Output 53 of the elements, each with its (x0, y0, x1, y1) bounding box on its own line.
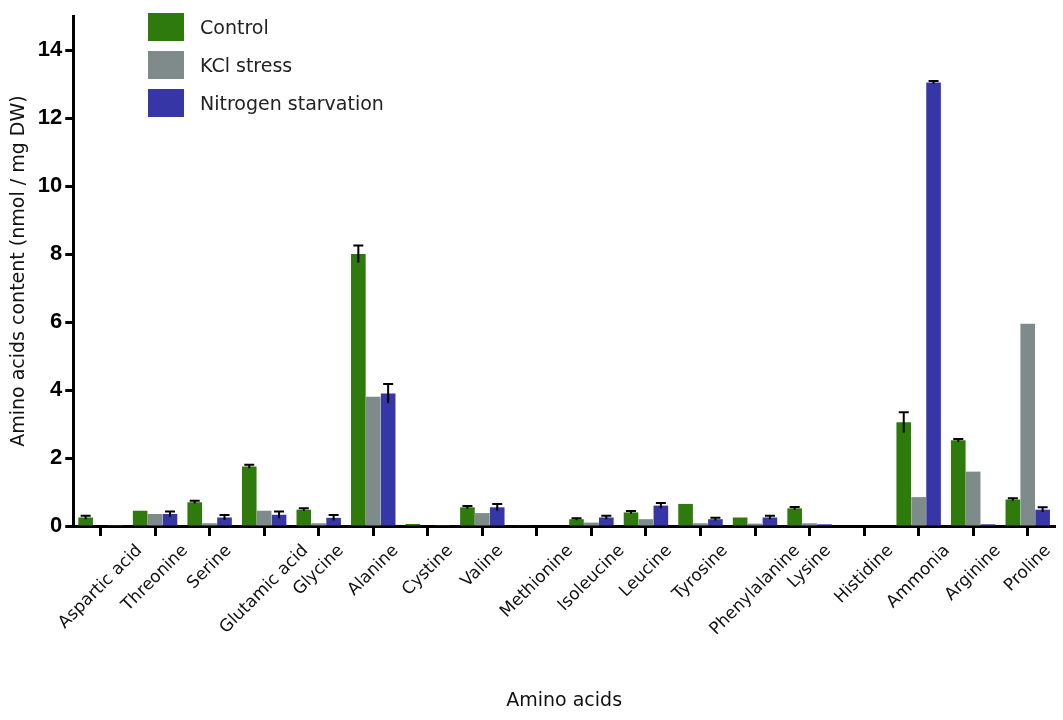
x-axis-title: Amino acids (506, 687, 623, 710)
bar (693, 523, 708, 526)
bar (950, 440, 966, 526)
bar (1035, 509, 1050, 526)
bar (678, 503, 693, 526)
y-tick-label: 4 (50, 376, 64, 402)
y-tick-label: 0 (50, 512, 63, 538)
bar (271, 514, 287, 526)
bar (638, 519, 654, 526)
y-tick-label: 8 (50, 240, 63, 266)
bar (202, 523, 217, 526)
bar (187, 502, 203, 526)
bar (802, 523, 817, 526)
bar (351, 254, 366, 526)
bar (569, 519, 584, 526)
bar (1005, 499, 1021, 526)
y-tick-label: 14 (37, 36, 64, 62)
bar (132, 510, 148, 526)
y-tick-label: 6 (50, 308, 63, 334)
bar (926, 82, 941, 526)
bar (162, 514, 178, 526)
bar (623, 512, 639, 526)
bar (256, 510, 272, 526)
bar (489, 507, 505, 526)
bar (896, 422, 912, 526)
bar (460, 507, 475, 526)
bar (296, 509, 312, 526)
bar (365, 396, 381, 526)
bar (584, 522, 599, 526)
bar (762, 517, 778, 526)
bar (311, 523, 327, 526)
bar (732, 517, 748, 526)
bar (326, 517, 341, 526)
bar (475, 513, 490, 526)
bar (653, 505, 669, 526)
bar (217, 517, 232, 526)
y-tick-label: 12 (37, 104, 63, 130)
y-tick-label: 10 (37, 172, 63, 198)
legend-label: Control (200, 16, 269, 38)
bar (787, 508, 802, 526)
bar (241, 466, 257, 526)
bar (708, 519, 723, 526)
y-tick-label: 2 (50, 444, 63, 470)
legend-label: KCl stress (200, 54, 293, 76)
bar (1020, 323, 1036, 526)
legend-label: Nitrogen starvation (200, 92, 384, 114)
bar (78, 517, 93, 526)
bar (965, 471, 981, 526)
bar (380, 393, 396, 526)
bar (911, 497, 926, 526)
bar (599, 517, 614, 526)
bar (147, 514, 163, 526)
y-axis-title: Amino acids content (nmol / mg DW) (6, 95, 29, 447)
